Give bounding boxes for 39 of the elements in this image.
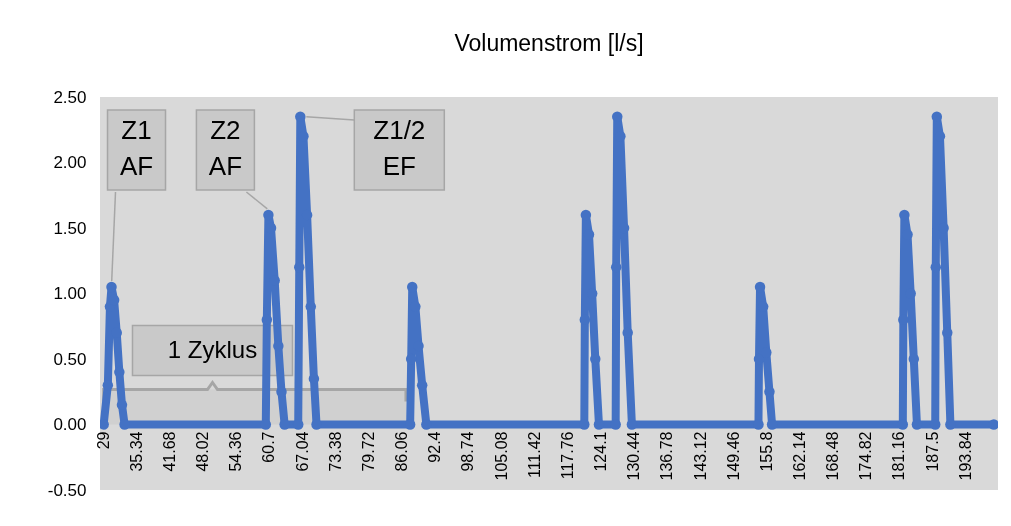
y-tick-label: 2.50 — [53, 87, 87, 107]
x-tick-label: 168.48 — [824, 431, 842, 481]
x-tick-label: 29 — [94, 431, 112, 450]
x-tick-label: 67.04 — [293, 431, 311, 472]
x-tick-label: 181.16 — [890, 431, 908, 481]
x-tick-label: 41.68 — [160, 431, 178, 472]
x-tick-label: 187.5 — [923, 431, 941, 472]
x-tick-label: 98.74 — [459, 431, 477, 472]
y-tick-label: 1.00 — [53, 284, 87, 303]
annotation: Z2 AF — [208, 115, 243, 181]
annotation: Z1/2 EF — [373, 115, 426, 181]
annotation: Z1 AF — [119, 115, 154, 181]
y-tick-label: 0.50 — [53, 349, 87, 369]
x-tick-label: 149.46 — [724, 431, 742, 481]
x-tick-label: 136.78 — [658, 431, 676, 481]
x-tick-label: 124.1 — [592, 431, 610, 472]
x-tick-label: 48.02 — [194, 431, 212, 472]
y-tick-label: 1.50 — [53, 218, 87, 238]
x-tick-label: 92.4 — [426, 431, 444, 463]
x-tick-label: 174.82 — [857, 431, 875, 481]
x-tick-label: 117.76 — [558, 431, 576, 480]
x-tick-label: 193.84 — [956, 431, 974, 481]
x-tick-label: 35.34 — [127, 431, 145, 472]
x-tick-label: 162.14 — [790, 431, 808, 481]
x-tick-label: 130.44 — [625, 431, 643, 481]
y-tick-label: 0.00 — [53, 415, 87, 434]
y-tick-label: 2.00 — [53, 153, 87, 172]
x-tick-label: 86.06 — [393, 431, 411, 472]
x-tick-label: 79.72 — [359, 431, 377, 472]
band-label: 1 Zyklus — [167, 335, 258, 363]
x-tick-label: 111.42 — [525, 431, 543, 479]
x-tick-label: 105.08 — [492, 431, 510, 481]
x-tick-label: 60.7 — [260, 431, 278, 463]
chart-title: Volumenstrom [l/s] — [454, 30, 644, 56]
y-tick-label: -0.50 — [47, 480, 87, 500]
x-tick-label: 54.36 — [227, 431, 245, 472]
x-tick-label: 155.8 — [757, 431, 775, 472]
x-tick-label: 73.38 — [326, 431, 344, 472]
x-tick-label: 143.12 — [691, 431, 709, 481]
